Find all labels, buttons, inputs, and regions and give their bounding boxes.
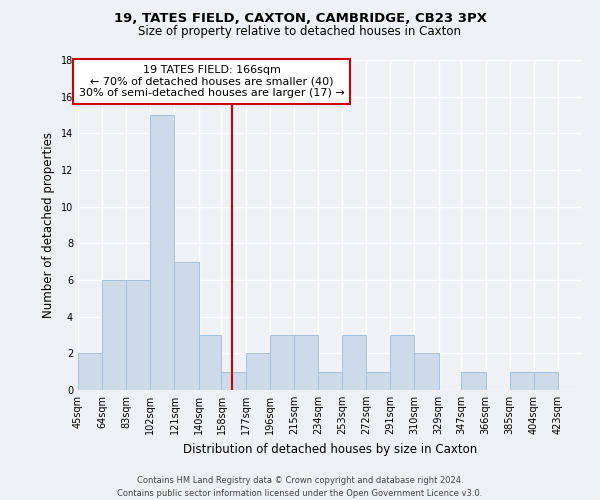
Bar xyxy=(78,354,102,390)
Bar xyxy=(199,335,221,390)
Text: Size of property relative to detached houses in Caxton: Size of property relative to detached ho… xyxy=(139,25,461,38)
Bar xyxy=(221,372,245,390)
Bar xyxy=(318,372,342,390)
Bar xyxy=(342,335,366,390)
Bar xyxy=(151,115,175,390)
Bar xyxy=(175,262,199,390)
Bar xyxy=(126,280,151,390)
Text: 19, TATES FIELD, CAXTON, CAMBRIDGE, CB23 3PX: 19, TATES FIELD, CAXTON, CAMBRIDGE, CB23… xyxy=(113,12,487,26)
Bar xyxy=(366,372,391,390)
Bar xyxy=(294,335,318,390)
X-axis label: Distribution of detached houses by size in Caxton: Distribution of detached houses by size … xyxy=(183,442,477,456)
Y-axis label: Number of detached properties: Number of detached properties xyxy=(42,132,55,318)
Bar xyxy=(534,372,558,390)
Bar xyxy=(509,372,534,390)
Bar xyxy=(102,280,126,390)
Bar xyxy=(415,354,439,390)
Bar xyxy=(269,335,294,390)
Text: 19 TATES FIELD: 166sqm
← 70% of detached houses are smaller (40)
30% of semi-det: 19 TATES FIELD: 166sqm ← 70% of detached… xyxy=(79,65,344,98)
Bar xyxy=(461,372,485,390)
Text: Contains HM Land Registry data © Crown copyright and database right 2024.
Contai: Contains HM Land Registry data © Crown c… xyxy=(118,476,482,498)
Bar xyxy=(245,354,269,390)
Bar xyxy=(391,335,415,390)
